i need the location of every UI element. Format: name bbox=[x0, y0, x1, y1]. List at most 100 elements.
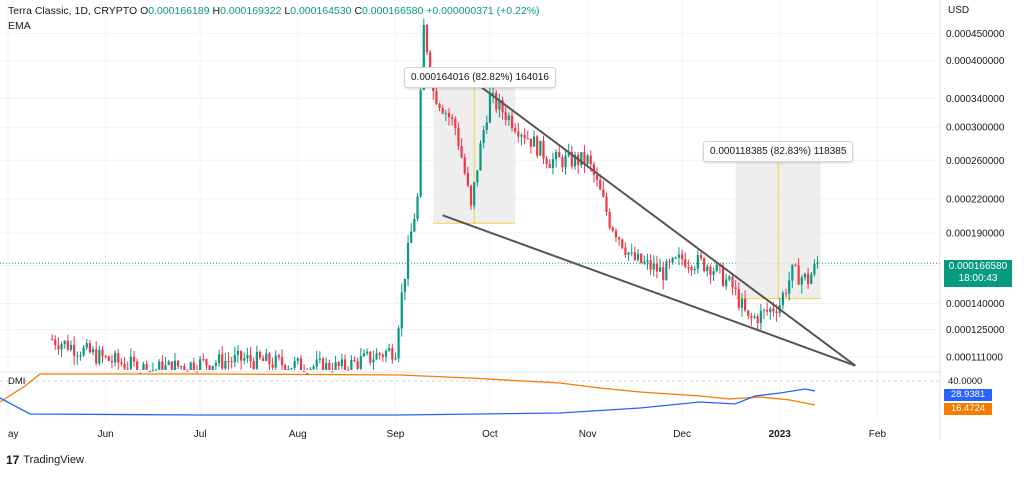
candle-body bbox=[170, 361, 173, 370]
candle-body bbox=[205, 359, 208, 366]
candle-body bbox=[526, 138, 529, 140]
candle-body bbox=[712, 271, 715, 275]
x-tick-label: Nov bbox=[579, 429, 597, 440]
open-value: 0.000166189 bbox=[148, 5, 210, 17]
candle-body bbox=[419, 90, 422, 197]
ema-indicator-label[interactable]: EMA bbox=[8, 20, 31, 32]
candle-body bbox=[816, 262, 819, 264]
x-tick-label: 2023 bbox=[769, 429, 792, 440]
candle-body bbox=[362, 353, 366, 357]
candle-body bbox=[592, 164, 595, 175]
candle-body bbox=[167, 361, 170, 365]
candle-body bbox=[558, 152, 561, 158]
candle-body bbox=[413, 218, 416, 232]
x-tick-label: Dec bbox=[673, 429, 691, 440]
candle-body bbox=[479, 143, 482, 171]
candle-body bbox=[762, 309, 766, 311]
candle-body bbox=[589, 155, 592, 165]
candle-body bbox=[444, 112, 447, 114]
candle-body bbox=[485, 122, 488, 130]
candle-body bbox=[473, 182, 476, 206]
candle-body bbox=[265, 353, 268, 361]
candle-body bbox=[810, 274, 813, 284]
candle-body bbox=[85, 343, 88, 348]
candle-body bbox=[148, 371, 151, 373]
candle-body bbox=[425, 25, 429, 53]
candle-body bbox=[340, 359, 343, 367]
candle-body bbox=[151, 370, 154, 372]
y-tick-label: 0.000220000 bbox=[946, 194, 1005, 205]
candle-body bbox=[627, 252, 630, 255]
candle-body bbox=[381, 355, 384, 357]
candle-body bbox=[268, 353, 271, 365]
candle-body bbox=[706, 266, 709, 271]
candle-body bbox=[482, 129, 485, 144]
dmi-orange-line bbox=[0, 373, 816, 406]
candle-body bbox=[154, 369, 158, 371]
candle-body bbox=[567, 151, 570, 156]
candle-body bbox=[337, 362, 340, 367]
candle-body bbox=[410, 231, 413, 243]
y-tick-label: 0.000140000 bbox=[946, 299, 1005, 310]
candle-body bbox=[813, 263, 816, 275]
candle-body bbox=[725, 279, 728, 286]
candle-body bbox=[79, 355, 82, 357]
candle-body bbox=[501, 100, 504, 113]
candle-body bbox=[605, 196, 608, 212]
candle-body bbox=[696, 255, 699, 269]
candle-body bbox=[271, 364, 274, 368]
candle-body bbox=[561, 157, 564, 168]
candle-body bbox=[366, 351, 369, 354]
candle-body bbox=[747, 310, 750, 316]
candle-body bbox=[372, 359, 375, 363]
candle-body bbox=[284, 365, 287, 370]
candle-body bbox=[514, 128, 517, 132]
candle-body bbox=[375, 353, 378, 360]
candle-body bbox=[180, 366, 183, 368]
candle-body bbox=[69, 344, 73, 350]
footer-branding[interactable]: 17 TradingView bbox=[6, 453, 84, 467]
candle-body bbox=[224, 361, 227, 369]
candle-body bbox=[681, 254, 684, 260]
candle-body bbox=[114, 353, 117, 363]
candle-body bbox=[602, 189, 605, 197]
candle-body bbox=[640, 253, 643, 263]
candle-body bbox=[517, 131, 520, 137]
candle-body bbox=[772, 308, 775, 312]
candle-body bbox=[217, 354, 221, 364]
candle-body bbox=[769, 308, 772, 312]
candle-body bbox=[120, 362, 123, 364]
candle-body bbox=[73, 344, 76, 356]
open-label: O bbox=[140, 5, 149, 17]
candle-body bbox=[614, 230, 618, 238]
candle-body bbox=[791, 264, 794, 281]
candle-body bbox=[192, 362, 195, 370]
candle-body bbox=[784, 293, 788, 295]
candle-body bbox=[498, 100, 501, 110]
candle-body bbox=[394, 358, 397, 360]
y-tick-label: 0.000300000 bbox=[946, 123, 1005, 134]
candle-body bbox=[794, 264, 797, 266]
candle-body bbox=[334, 362, 337, 370]
bar-countdown: 18:00:43 bbox=[958, 273, 998, 284]
candle-body bbox=[240, 350, 243, 361]
candle-body bbox=[255, 351, 258, 369]
candle-body bbox=[655, 263, 658, 272]
lower-trendline bbox=[442, 214, 856, 367]
candle-body bbox=[347, 369, 350, 371]
candle-body bbox=[158, 361, 161, 370]
last-price-tag: 0.000166580 18:00:43 bbox=[944, 260, 1012, 287]
candle-body bbox=[740, 298, 744, 308]
candle-body bbox=[671, 257, 674, 263]
candle-body bbox=[652, 263, 655, 270]
candle-body bbox=[328, 362, 331, 370]
dmi-indicator-label[interactable]: DMI bbox=[8, 376, 26, 387]
x-tick-label: Jul bbox=[194, 429, 207, 440]
candle-body bbox=[145, 364, 148, 370]
candle-body bbox=[658, 267, 662, 272]
candle-body bbox=[469, 185, 473, 206]
candle-body bbox=[788, 280, 791, 294]
candle-body bbox=[536, 136, 539, 156]
